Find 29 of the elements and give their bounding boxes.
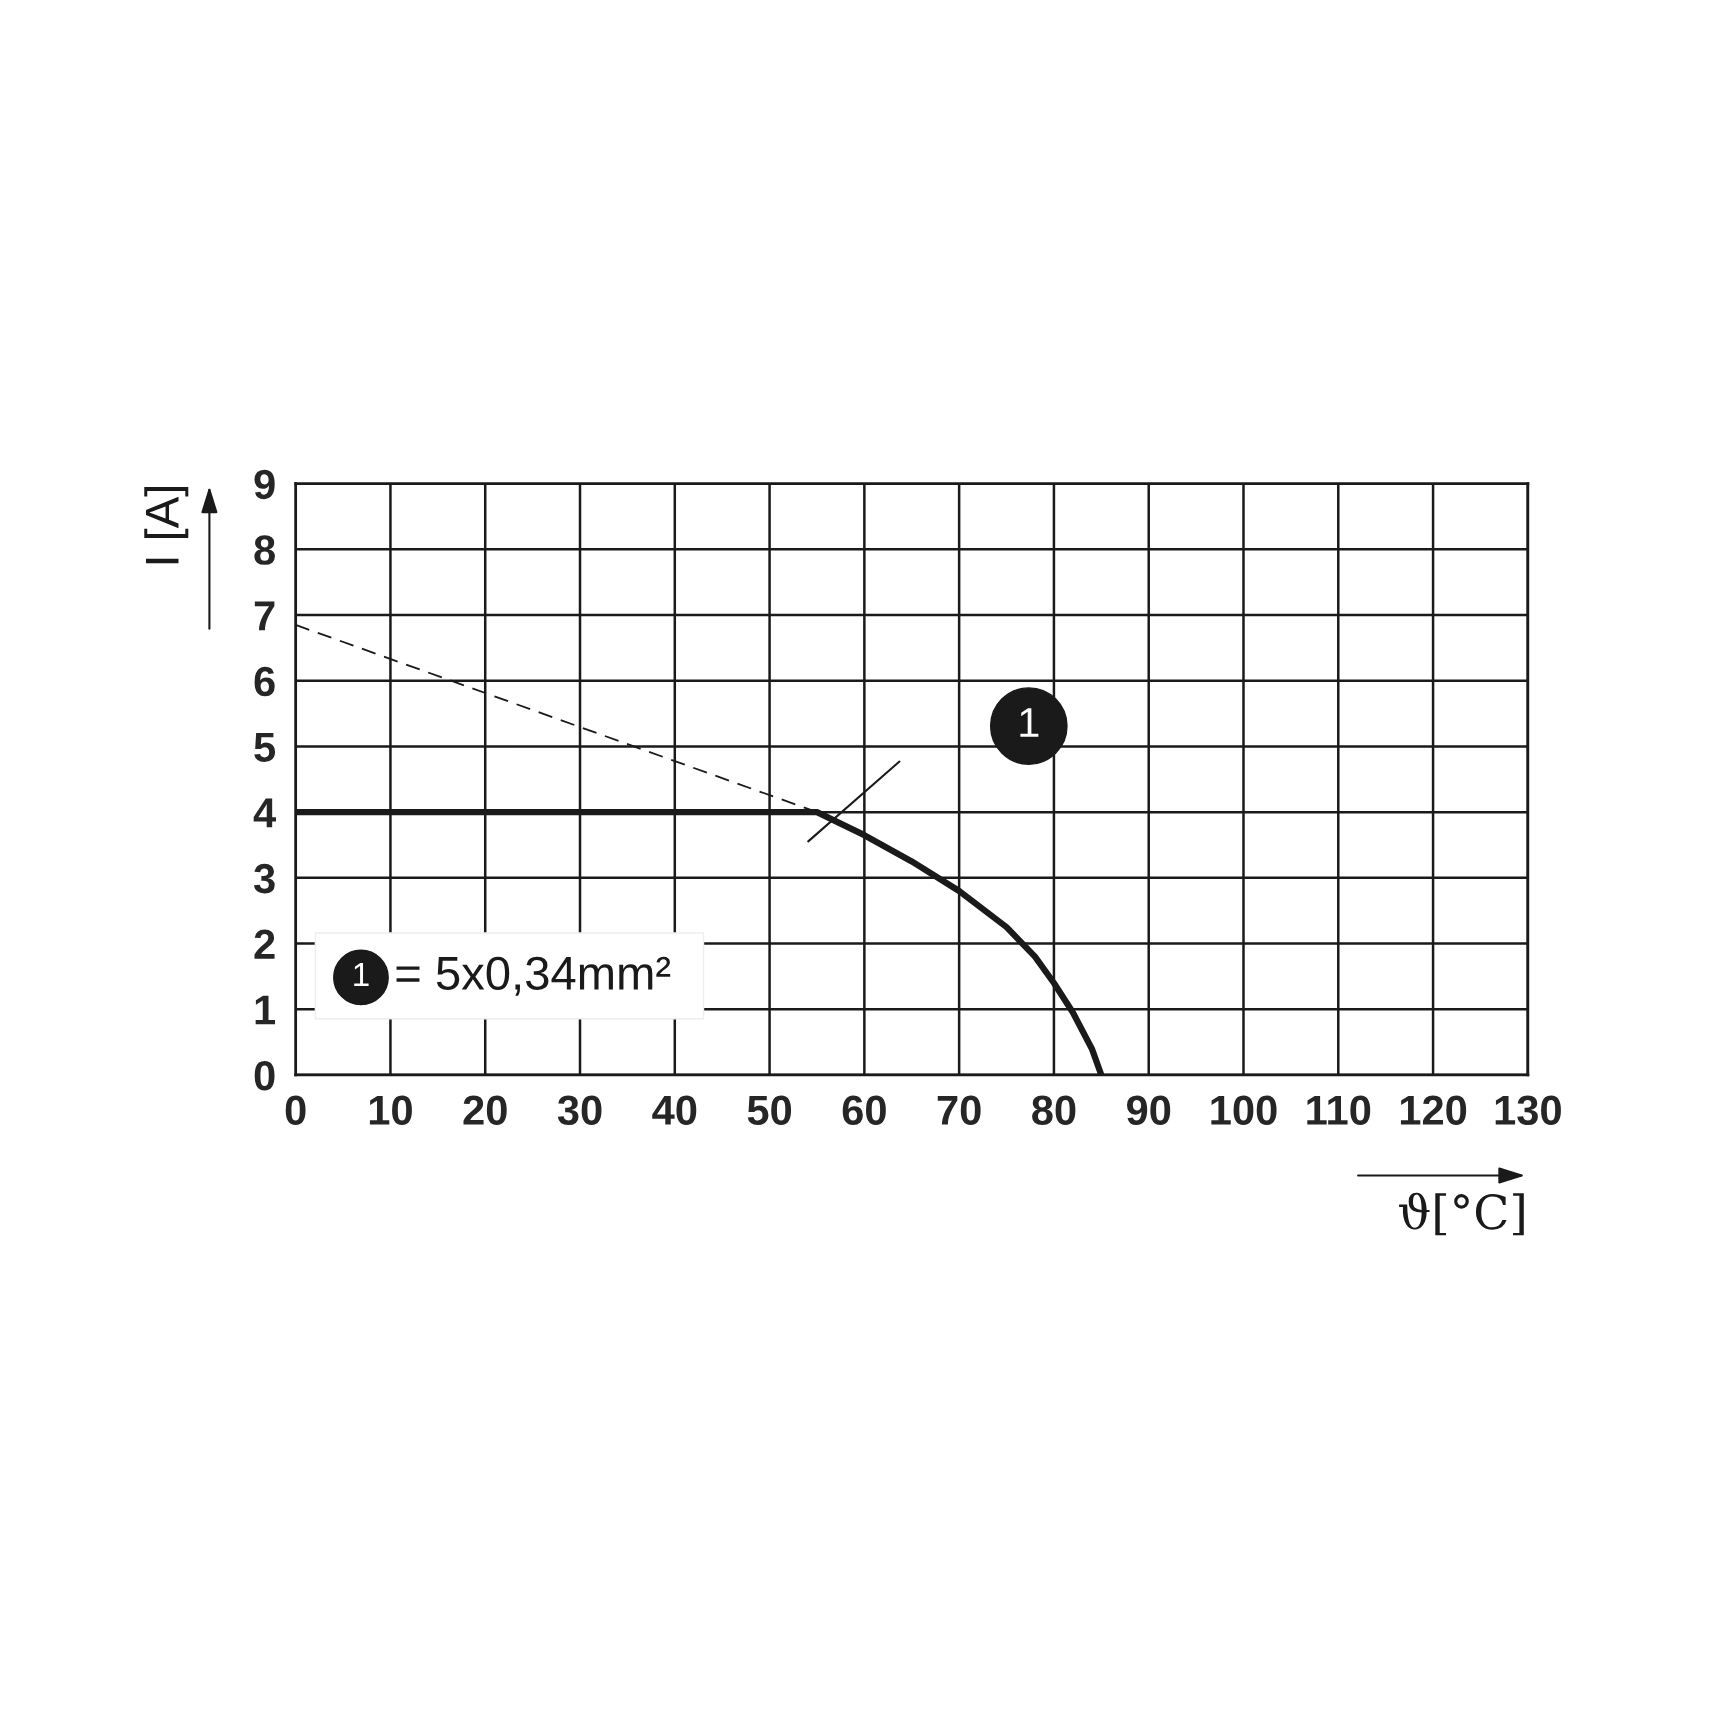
x-tick-label: 30 bbox=[557, 1095, 602, 1126]
x-tick-label: 100 bbox=[1211, 1095, 1277, 1126]
x-tick-label: 60 bbox=[842, 1095, 886, 1126]
x-tick-label: 70 bbox=[937, 1095, 981, 1126]
annotation: = 5x0,34mm² bbox=[396, 956, 671, 996]
x-tick-label: 20 bbox=[463, 1095, 507, 1126]
y-tick-label: 5 bbox=[254, 732, 276, 762]
annotation: 1 bbox=[354, 963, 369, 987]
x-tick-label: 40 bbox=[652, 1095, 697, 1126]
x-tick-label: 90 bbox=[1126, 1095, 1171, 1126]
x-tick-label: 120 bbox=[1400, 1095, 1467, 1126]
y-tick-label: 8 bbox=[254, 535, 275, 565]
x-tick-label: 110 bbox=[1307, 1095, 1371, 1126]
x-tick-label: 80 bbox=[1032, 1095, 1076, 1126]
y-tick-label: 3 bbox=[254, 863, 275, 894]
y-tick-label: 7 bbox=[254, 601, 275, 631]
y-tick-label: 9 bbox=[254, 469, 275, 500]
y-tick-label: 1 bbox=[255, 995, 276, 1025]
y-tick-label: 0 bbox=[254, 1060, 275, 1091]
y-axis-title: I [A] bbox=[144, 487, 189, 564]
y-tick-label: 4 bbox=[253, 798, 276, 828]
x-tick-label: 130 bbox=[1495, 1095, 1561, 1126]
x-tick-label: 0 bbox=[285, 1095, 306, 1126]
x-tick-label: 50 bbox=[747, 1095, 792, 1126]
x-axis-title: ϑ[°C] bbox=[1399, 1192, 1524, 1236]
annotation: 1 bbox=[1020, 708, 1039, 737]
x-tick-label: 10 bbox=[369, 1095, 412, 1126]
y-tick-label: 2 bbox=[254, 929, 275, 959]
y-tick-label: 6 bbox=[254, 666, 275, 697]
